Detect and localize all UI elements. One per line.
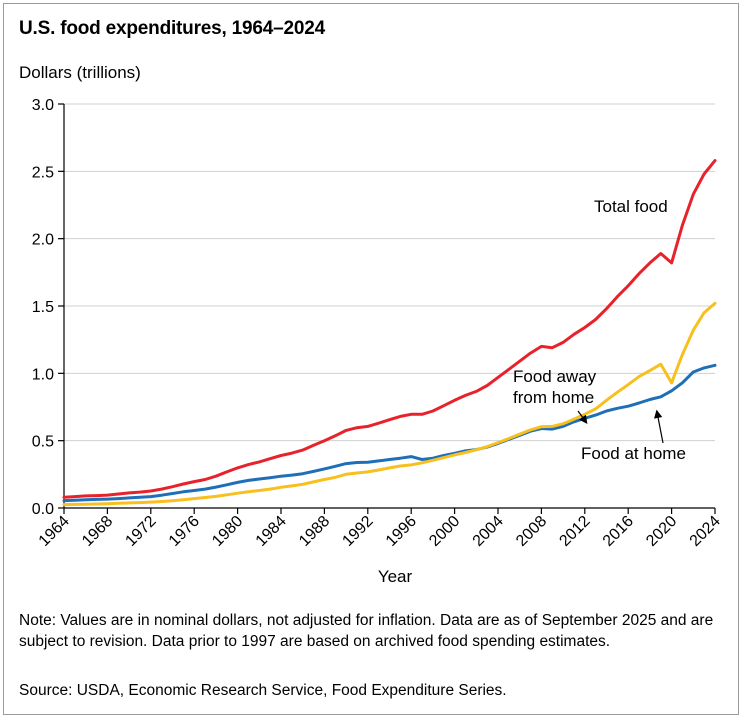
x-tick-label: 1992: [339, 513, 376, 550]
x-tick-label: 1964: [36, 513, 73, 550]
gridlines: [64, 103, 715, 509]
annotation-arrow: [577, 410, 588, 424]
line-chart: 0.00.51.01.52.02.53.0 1964 1968 1972 1976 19…: [32, 97, 724, 550]
y-tick-label: 2.5: [32, 164, 54, 181]
y-tick-label: 2.0: [32, 232, 54, 249]
y-tick-label: 1.0: [32, 366, 54, 383]
y-tick-label: 0.0: [32, 501, 54, 518]
y-tick-label: 3.0: [32, 97, 54, 114]
annotation-arrow: [654, 409, 664, 444]
x-tick-label: 2024: [687, 513, 724, 550]
y-tick-label: 0.5: [32, 434, 54, 451]
x-tick-label: 2012: [556, 513, 593, 550]
source-note: Source: USDA, Economic Research Service,…: [19, 682, 507, 699]
annotation-label: from home: [513, 388, 594, 407]
x-tick-label: 2008: [513, 513, 550, 550]
x-tick-label: 1968: [79, 513, 116, 550]
series-line: [62, 159, 717, 499]
x-tick-label: 1988: [296, 513, 333, 550]
x-tick-label: 1976: [166, 513, 203, 550]
x-tick-label: 1980: [209, 513, 246, 550]
series-line: [62, 301, 717, 507]
y-axis-label: Dollars (trillions): [19, 63, 141, 82]
annotation-label: Food at home: [581, 444, 686, 463]
annotation-label: Total food: [594, 197, 668, 216]
chart-title: U.S. food expenditures, 1964–2024: [19, 18, 325, 39]
x-tick-label: 1984: [253, 513, 290, 550]
x-ticks: 1964 1968 1972 1976 1980 1984 1988 1992 1996 2000…: [36, 508, 724, 550]
x-tick-label: 2016: [600, 513, 637, 550]
x-tick-label: 1972: [122, 513, 159, 550]
y-tick-label: 1.5: [32, 299, 54, 316]
series-line: [62, 363, 717, 503]
figure-frame: [3, 3, 739, 715]
x-tick-label: 2004: [470, 513, 507, 550]
x-tick-label: 2020: [643, 513, 680, 550]
x-axis-label: Year: [377, 567, 413, 586]
annotation-label: Food away: [513, 367, 597, 386]
series-lines: [62, 159, 717, 507]
x-tick-label: 1996: [383, 513, 420, 550]
x-tick-label: 2000: [426, 513, 463, 550]
y-ticks: 0.0 0.5 1.0 1.5 2.0 2.5 3.0: [32, 97, 65, 518]
footnote: Note: Values are in nominal dollars, not…: [19, 612, 714, 650]
annotations: Total food Food away from home Food at home: [513, 197, 686, 463]
